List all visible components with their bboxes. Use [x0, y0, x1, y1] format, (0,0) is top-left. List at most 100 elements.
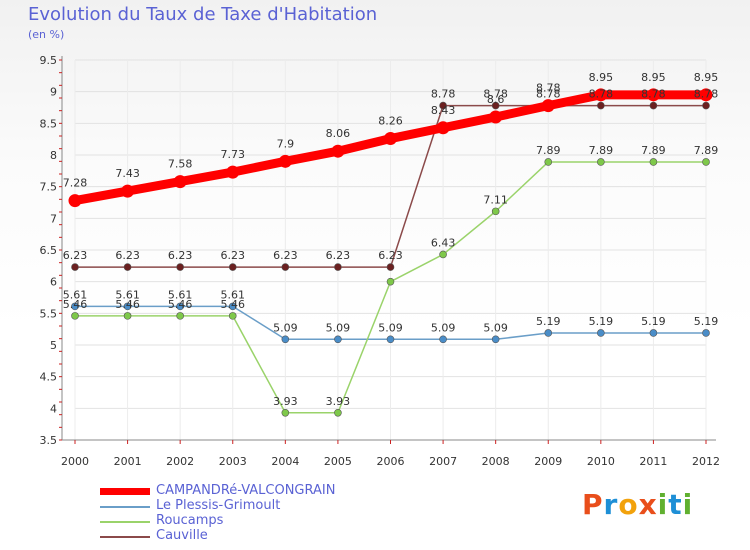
data-label: 7.28 — [63, 177, 88, 190]
data-point — [71, 312, 79, 320]
data-label: 7.89 — [694, 144, 719, 157]
data-label: 7.89 — [641, 144, 666, 157]
data-point — [228, 263, 237, 271]
data-point — [489, 110, 503, 124]
logo-letter: x — [638, 488, 658, 521]
data-label: 5.61 — [63, 288, 88, 301]
data-point — [439, 101, 447, 110]
data-label: 3.93 — [326, 395, 351, 408]
legend-label: Roucamps — [156, 513, 224, 528]
logo-letter: o — [618, 488, 639, 521]
chart-title: Evolution du Taux de Taxe d'Habitation — [28, 4, 378, 25]
data-label: 8.95 — [694, 71, 719, 84]
data-point — [702, 158, 710, 166]
data-label: 5.09 — [378, 321, 403, 334]
data-point — [123, 312, 132, 320]
data-label: 8.78 — [694, 88, 719, 101]
data-point — [123, 302, 132, 311]
data-point — [281, 335, 290, 344]
legend-label: Le Plessis-Grimoult — [156, 498, 281, 513]
y-tick-label: 3.5 — [40, 434, 58, 447]
data-point — [597, 329, 605, 337]
data-point — [646, 88, 660, 102]
data-label: 7.89 — [536, 144, 561, 157]
data-label: 7.11 — [483, 193, 508, 206]
x-tick-label: 2001 — [114, 455, 142, 468]
data-point — [281, 408, 290, 417]
x-tick-label: 2008 — [482, 455, 510, 468]
y-tick-label: 8 — [50, 149, 57, 162]
data-point — [544, 329, 553, 337]
data-label: 5.46 — [115, 298, 140, 311]
logo-letter: i — [682, 488, 694, 521]
data-label: 7.43 — [115, 167, 140, 180]
data-point — [176, 263, 184, 271]
x-tick-label: 2009 — [534, 455, 562, 468]
x-tick-label: 2006 — [377, 455, 405, 468]
data-label: 5.61 — [115, 288, 140, 301]
y-tick-label: 7 — [50, 212, 57, 225]
x-tick-label: 2012 — [692, 455, 720, 468]
data-label: 6.43 — [431, 236, 456, 249]
data-point — [386, 277, 395, 286]
data-label: 5.61 — [168, 288, 193, 301]
data-label: 8.95 — [641, 71, 666, 84]
data-label: 5.19 — [641, 315, 666, 328]
data-label: 7.9 — [277, 137, 295, 150]
proxiti-logo: Proxiti — [582, 488, 693, 521]
data-label: 7.58 — [168, 158, 193, 171]
data-point — [649, 158, 658, 166]
data-point — [334, 408, 342, 417]
legend-swatch — [100, 536, 150, 538]
data-label: 5.46 — [63, 298, 88, 311]
logo-letter: r — [603, 488, 619, 521]
data-label: 6.23 — [168, 249, 193, 262]
legend-label: Cauville — [156, 528, 208, 543]
data-point — [702, 101, 710, 110]
chart-subtitle: (en %) — [28, 28, 65, 41]
data-label: 5.19 — [536, 315, 561, 328]
data-label: 8.78 — [431, 88, 456, 101]
x-tick-label: 2007 — [429, 455, 457, 468]
y-tick-label: 5.5 — [40, 307, 58, 320]
data-point — [649, 329, 658, 337]
x-tick-label: 2003 — [219, 455, 247, 468]
data-point — [334, 335, 342, 344]
data-point — [71, 302, 79, 311]
data-label: 6.23 — [326, 249, 351, 262]
data-point — [176, 312, 184, 320]
data-point — [544, 158, 553, 166]
data-label: 8.78 — [589, 88, 614, 101]
data-label: 8.78 — [641, 88, 666, 101]
x-tick-label: 2004 — [271, 455, 299, 468]
x-tick-label: 2010 — [587, 455, 615, 468]
data-point — [278, 154, 292, 168]
x-tick-label: 2011 — [639, 455, 667, 468]
data-label: 8.95 — [589, 71, 614, 84]
data-label: 6.23 — [115, 249, 140, 262]
data-label: 8.78 — [536, 88, 561, 101]
data-label: 5.19 — [589, 315, 614, 328]
data-point — [702, 329, 710, 337]
legend-swatch — [100, 521, 150, 523]
data-label: 8.78 — [483, 88, 508, 101]
data-label: 8.78 — [536, 82, 561, 95]
data-label: 8.6 — [487, 93, 505, 106]
data-point — [228, 302, 237, 311]
data-label: 8.06 — [326, 127, 351, 140]
data-point — [594, 88, 608, 102]
data-point — [436, 121, 450, 135]
data-label: 6.23 — [221, 249, 246, 262]
data-point — [699, 88, 713, 102]
data-label: 6.23 — [273, 249, 298, 262]
x-tick-label: 2000 — [61, 455, 89, 468]
y-tick-label: 8.5 — [40, 117, 58, 130]
data-label: 5.46 — [221, 298, 246, 311]
data-label: 7.73 — [221, 148, 246, 161]
data-point — [226, 165, 240, 179]
logo-letter: i — [657, 488, 669, 521]
data-point — [597, 158, 605, 166]
legend-label: CAMPANDRé-VALCONGRAIN — [156, 483, 336, 498]
y-tick-label: 9 — [50, 86, 57, 99]
